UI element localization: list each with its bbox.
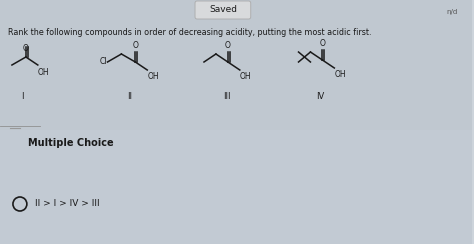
FancyBboxPatch shape xyxy=(195,1,251,19)
Text: OH: OH xyxy=(334,70,346,79)
Text: Rank the following compounds in order of decreasing acidity, putting the most ac: Rank the following compounds in order of… xyxy=(8,28,372,37)
Text: III: III xyxy=(223,92,231,101)
Text: II: II xyxy=(127,92,132,101)
Text: II > I > IV > III: II > I > IV > III xyxy=(35,200,100,209)
Text: O: O xyxy=(319,39,325,48)
Text: Multiple Choice: Multiple Choice xyxy=(28,138,113,148)
Text: OH: OH xyxy=(147,72,159,81)
Text: IV: IV xyxy=(316,92,325,101)
Text: O: O xyxy=(132,41,138,50)
Text: I: I xyxy=(21,92,23,101)
Text: OH: OH xyxy=(38,68,49,77)
Text: O: O xyxy=(23,44,29,53)
Text: Cl: Cl xyxy=(100,58,108,67)
Text: OH: OH xyxy=(240,72,251,81)
Text: Saved: Saved xyxy=(209,6,237,14)
Bar xyxy=(0,0,472,130)
Bar xyxy=(0,130,472,244)
Text: n/d: n/d xyxy=(447,9,458,15)
Text: O: O xyxy=(225,41,231,50)
